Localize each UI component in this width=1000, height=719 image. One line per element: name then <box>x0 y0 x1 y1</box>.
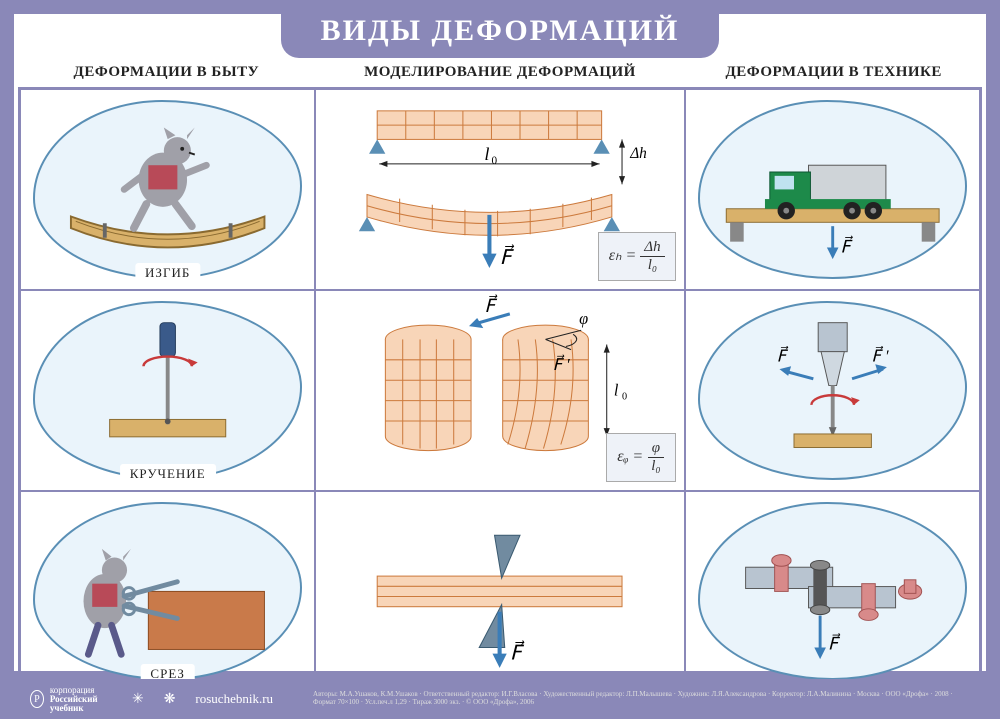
col-head-right: ДЕФОРМАЦИИ В ТЕХНИКЕ <box>685 64 982 81</box>
svg-text:0: 0 <box>492 155 498 167</box>
svg-text:Δh: Δh <box>630 145 648 162</box>
svg-text:l: l <box>485 144 490 164</box>
screwdriver-icon <box>45 313 290 468</box>
cell-bending-tech: F⃗ <box>685 89 980 290</box>
title-wrap: ВИДЫ ДЕФОРМАЦИЙ <box>14 8 986 58</box>
wolf-on-plank-icon <box>45 112 290 267</box>
formula-bending: εₕ = Δh l₀ <box>598 232 676 281</box>
svg-text:F⃗ ′: F⃗ ′ <box>871 345 889 365</box>
svg-text:φ: φ <box>580 309 589 328</box>
footer: Р корпорацияРоссийский учебник ✳ ❋ rosuc… <box>0 679 1000 719</box>
footer-credits: Авторы: М.А.Ушаков, К.М.Ушаков · Ответст… <box>313 691 970 706</box>
svg-text:F⃗: F⃗ <box>840 235 853 256</box>
cell-torsion-model: F⃗ φ F⃗ ′ l 0 εᵩ = φ l₀ <box>315 290 684 491</box>
shear-diagram: F⃗ <box>316 492 683 691</box>
poster-title: ВИДЫ ДЕФОРМАЦИЙ <box>281 8 720 58</box>
svg-text:F⃗: F⃗ <box>500 244 515 269</box>
svg-text:F⃗: F⃗ <box>485 294 499 315</box>
svg-text:F⃗: F⃗ <box>510 640 525 665</box>
poster: ВИДЫ ДЕФОРМАЦИЙ ДЕФОРМАЦИИ В БЫТУ МОДЕЛИ… <box>14 14 986 671</box>
drill-press-icon: F⃗ F⃗ ′ <box>710 313 955 468</box>
svg-text:l: l <box>614 380 619 399</box>
svg-text:F⃗: F⃗ <box>827 632 840 653</box>
cell-shear-tech: F⃗ <box>685 491 980 692</box>
col-head-left: ДЕФОРМАЦИИ В БЫТУ <box>18 64 315 81</box>
column-headers: ДЕФОРМАЦИИ В БЫТУ МОДЕЛИРОВАНИЕ ДЕФОРМАЦ… <box>14 58 986 85</box>
rivet-shear-icon: F⃗ <box>710 514 955 669</box>
truck-on-bridge-icon: F⃗ <box>710 112 955 267</box>
cell-shear-everyday: СРЕЗ <box>20 491 315 692</box>
cell-torsion-tech: F⃗ F⃗ ′ <box>685 290 980 491</box>
col-head-middle: МОДЕЛИРОВАНИЕ ДЕФОРМАЦИЙ <box>315 64 686 81</box>
logo-icon: Р <box>30 690 44 708</box>
caption-bending: ИЗГИБ <box>135 263 200 283</box>
formula-lhs: εₕ = <box>609 247 637 264</box>
svg-text:F⃗ ′: F⃗ ′ <box>553 354 570 374</box>
svg-text:F⃗: F⃗ <box>776 345 788 365</box>
wolf-scissors-icon <box>45 514 290 669</box>
publisher-logo: Р корпорацияРоссийский учебник <box>30 686 112 713</box>
cell-bending-everyday: ИЗГИБ <box>20 89 315 290</box>
cell-bending-model: l 0 Δh F⃗ εₕ = <box>315 89 684 290</box>
svg-text:0: 0 <box>622 391 627 402</box>
grid: ИЗГИБ l 0 <box>18 87 982 693</box>
caption-torsion: КРУЧЕНИЕ <box>120 464 216 484</box>
formula-torsion: εᵩ = φ l₀ <box>606 433 675 482</box>
cell-shear-model: F⃗ <box>315 491 684 692</box>
footer-site: rosuchebnik.ru <box>195 691 273 707</box>
cell-torsion-everyday: КРУЧЕНИЕ <box>20 290 315 491</box>
